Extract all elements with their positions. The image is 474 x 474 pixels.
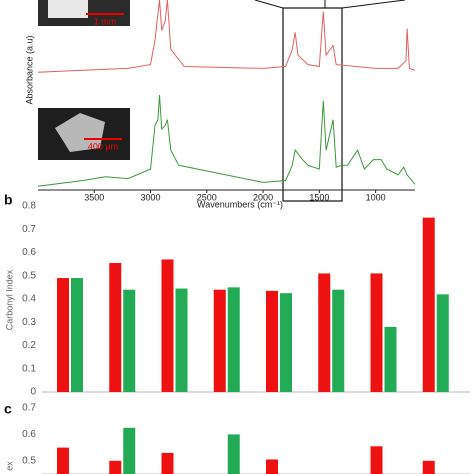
bar xyxy=(123,427,136,474)
y-tick-label: 0.2 xyxy=(22,340,36,351)
x-tick-label: 1000 xyxy=(366,192,386,202)
y-tick-label: 0.1 xyxy=(22,363,36,374)
y-tick-label: 0 xyxy=(30,387,36,398)
bar xyxy=(175,288,188,392)
panel-label: b xyxy=(4,192,13,208)
bar xyxy=(213,289,226,392)
bar xyxy=(436,294,449,392)
zoom-box xyxy=(282,7,343,202)
y-tick-label: 0.5 xyxy=(22,455,36,466)
panel-label: c xyxy=(4,401,12,417)
y-tick-label: 0.6 xyxy=(22,247,36,258)
x-tick-label: 3000 xyxy=(141,192,161,202)
y-tick-label: 0.7 xyxy=(22,224,36,235)
y-axis-label: ex xyxy=(4,461,14,471)
bar xyxy=(227,434,240,474)
x-tick-label: 1500 xyxy=(309,192,329,202)
y-tick-label: 0.6 xyxy=(22,429,36,440)
y-tick-label: 0.8 xyxy=(22,201,36,212)
bar xyxy=(422,460,435,474)
bar xyxy=(280,293,292,392)
x-tick-label: 2000 xyxy=(253,192,273,202)
spectrum-line xyxy=(37,0,416,73)
bar xyxy=(332,289,345,392)
x-axis-label: Wavenumbers (cm⁻¹) xyxy=(197,199,283,209)
bar xyxy=(71,278,83,392)
bar xyxy=(384,326,397,392)
y-tick-label: 0.3 xyxy=(22,317,36,328)
y-tick-label: 0.4 xyxy=(22,294,36,305)
bar xyxy=(123,289,136,392)
bar xyxy=(266,459,278,474)
bar xyxy=(109,262,122,392)
bar xyxy=(370,446,383,474)
zoom-line xyxy=(254,0,284,9)
bar xyxy=(109,460,122,474)
sample-image xyxy=(55,113,105,152)
scale-label: 1 mm xyxy=(94,16,117,26)
x-tick-label: 2500 xyxy=(197,192,217,202)
bar xyxy=(422,217,435,392)
y-tick-label: 0.5 xyxy=(22,270,36,281)
bar xyxy=(227,287,240,392)
spectrum-line xyxy=(37,94,416,187)
y-tick-label: 0.7 xyxy=(22,403,36,414)
x-tick-label: 3500 xyxy=(84,192,104,202)
bar xyxy=(161,259,174,392)
bar xyxy=(370,273,383,392)
bar xyxy=(57,278,69,392)
sample-image xyxy=(48,0,88,18)
zoom-line xyxy=(341,0,406,9)
y-axis-label: Carbonyl Index xyxy=(4,269,14,330)
bar xyxy=(57,447,69,474)
scale-label: 400 µm xyxy=(88,141,118,151)
bar xyxy=(161,452,174,474)
y-axis-label: Absorbance (a.u) xyxy=(24,35,34,104)
bar xyxy=(318,273,331,392)
bar xyxy=(266,290,278,392)
